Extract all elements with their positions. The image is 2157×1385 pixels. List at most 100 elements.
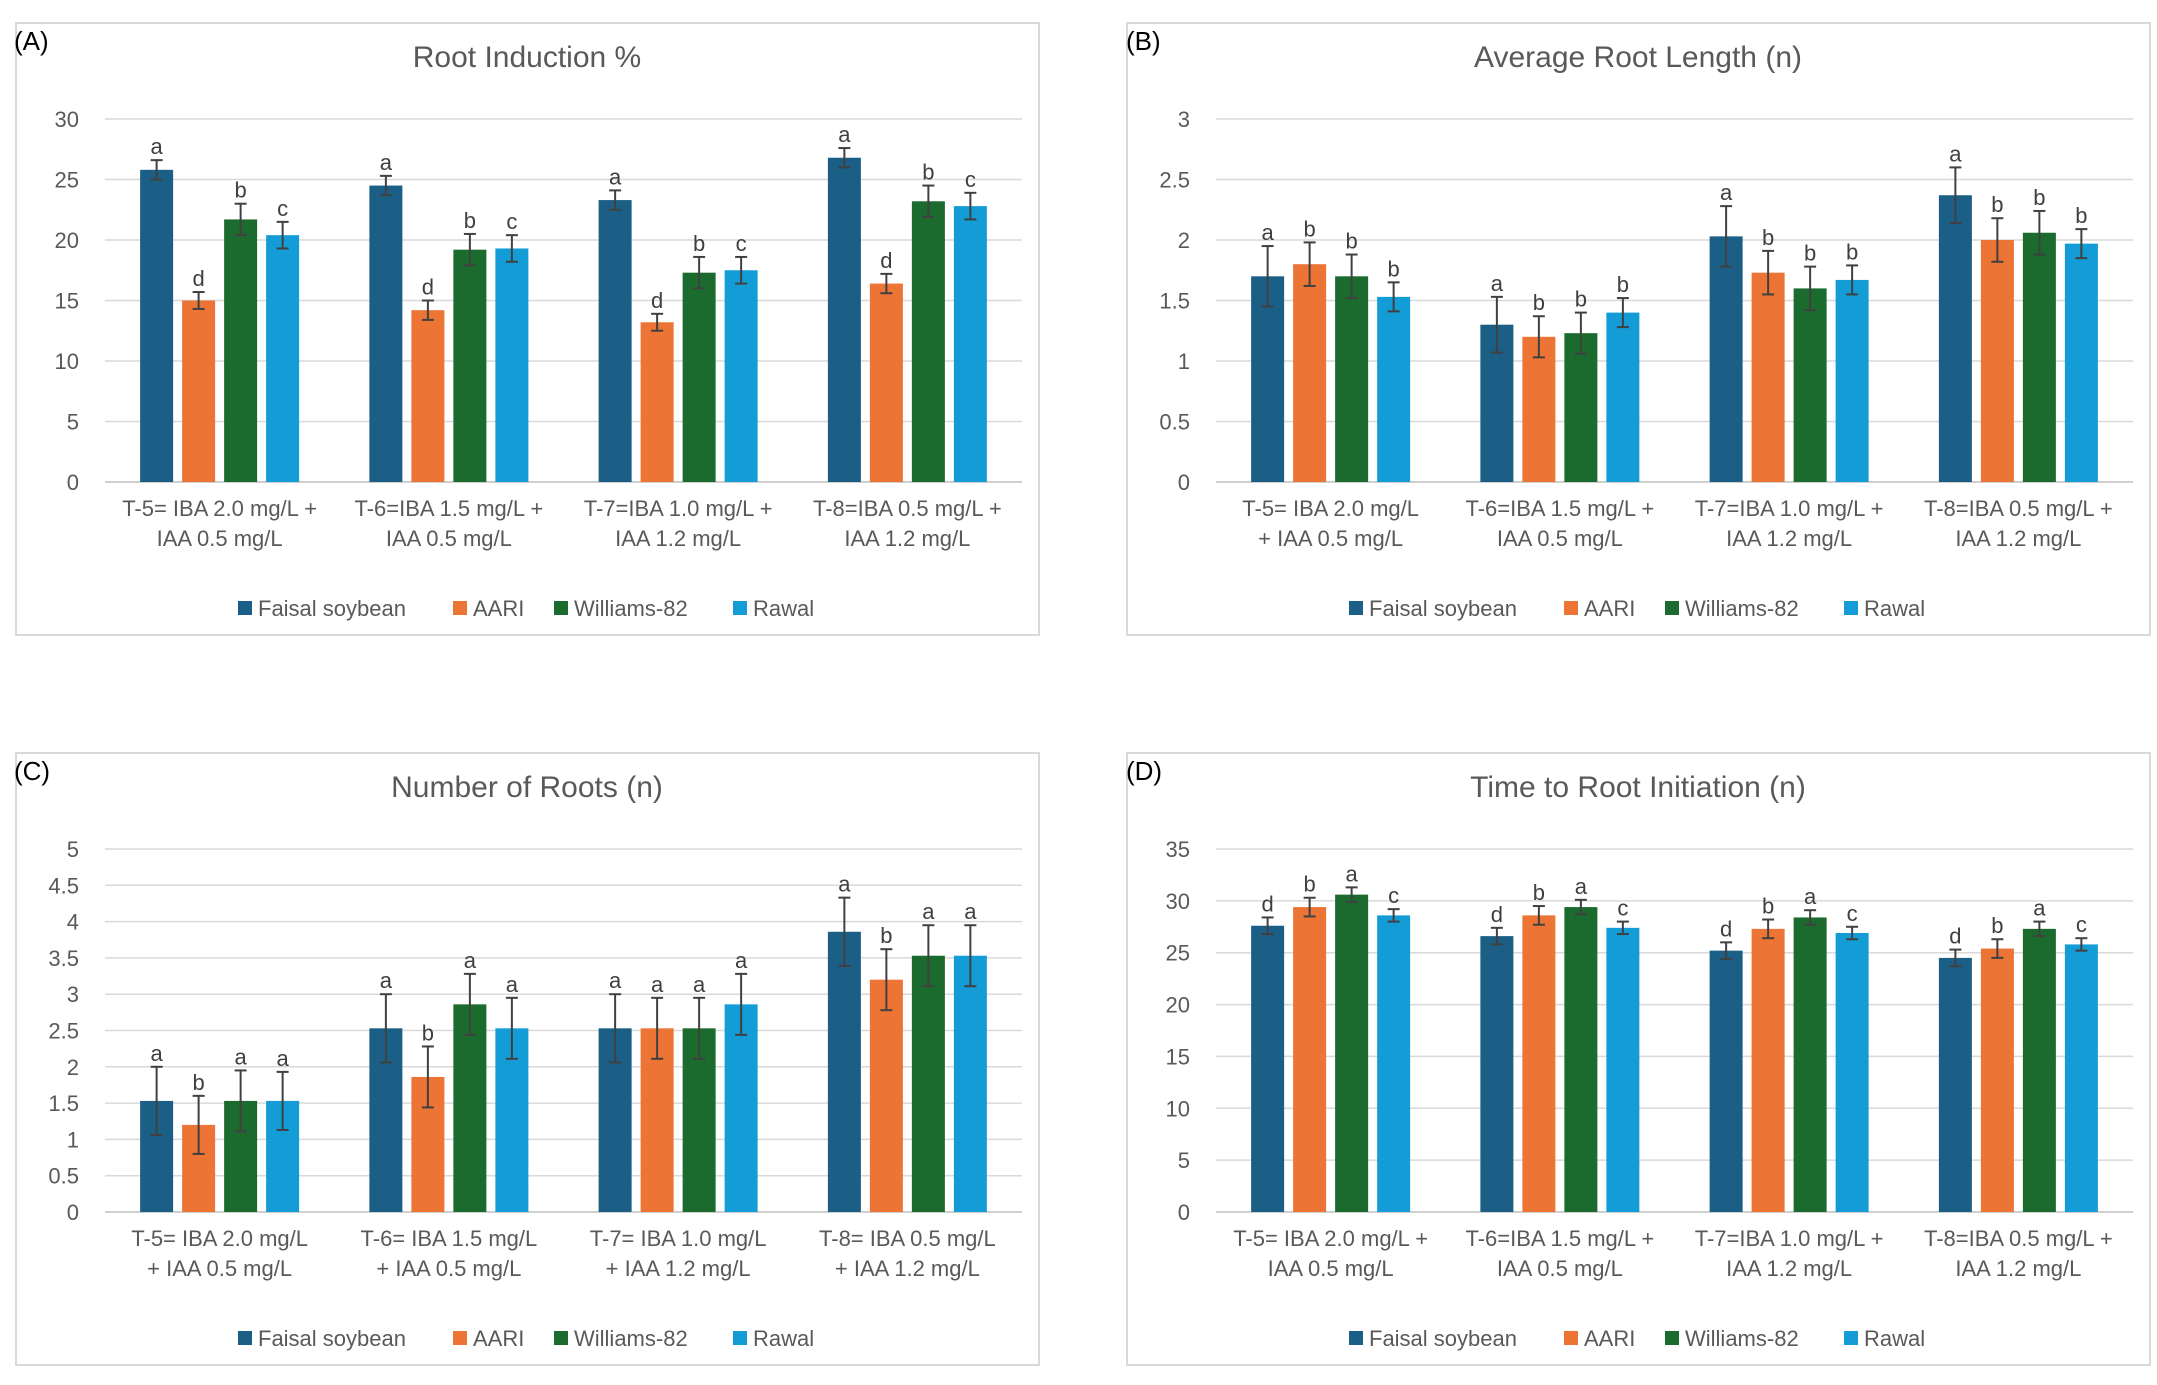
bar <box>1793 288 1827 482</box>
legend-swatch <box>554 601 568 615</box>
y-tick-label: 2.5 <box>1159 168 1190 193</box>
y-tick-label: 15 <box>1166 1044 1190 1069</box>
bar <box>682 272 716 482</box>
y-tick-label: 0 <box>1178 470 1190 495</box>
chart-title: Average Root Length (n) <box>1474 41 1802 74</box>
x-tick-label: IAA 1.2 mg/L <box>1955 1256 2081 1281</box>
panel-label-b: (B) <box>1126 26 1161 56</box>
bar <box>369 185 403 483</box>
bar <box>911 201 945 482</box>
bar <box>1251 925 1285 1212</box>
bar <box>1980 948 2014 1212</box>
y-tick-label: 0.5 <box>1159 410 1190 435</box>
significance-letter: d <box>1491 902 1503 927</box>
y-tick-label: 3.5 <box>48 946 79 971</box>
x-tick-label: + IAA 0.5 mg/L <box>376 1256 521 1281</box>
legend-label: Faisal soybean <box>1369 596 1517 621</box>
x-tick-label: IAA 1.2 mg/L <box>615 526 741 551</box>
y-tick-label: 1 <box>1178 349 1190 374</box>
x-tick-label: IAA 0.5 mg/L <box>157 526 283 551</box>
significance-letter: a <box>922 899 935 924</box>
bar <box>911 955 945 1212</box>
legend-swatch <box>1665 601 1679 615</box>
bar <box>1335 894 1369 1212</box>
bar <box>1835 933 1869 1212</box>
legend-label: Williams-82 <box>574 1326 688 1351</box>
significance-letter: a <box>693 972 706 997</box>
significance-letter: a <box>1804 884 1817 909</box>
significance-letter: a <box>151 1041 164 1066</box>
panel-label-d: (D) <box>1126 756 1163 786</box>
x-tick-label: T-6=IBA 1.5 mg/L + <box>355 496 544 521</box>
chart-panel-d: Time to Root Initiation (n) 0 5 10 15 20 25 30 3… <box>1126 752 2151 1366</box>
y-tick-label: 0 <box>67 470 79 495</box>
y-tick-label: 0.5 <box>48 1164 79 1189</box>
bar <box>2064 944 2098 1212</box>
bar <box>1564 333 1598 482</box>
x-tick-label: + IAA 0.5 mg/L <box>1258 526 1403 551</box>
significance-letter: c <box>277 196 288 221</box>
bar <box>224 219 258 482</box>
x-tick-label: T-6=IBA 1.5 mg/L + <box>1466 496 1655 521</box>
significance-letter: d <box>422 275 434 300</box>
significance-letter: a <box>609 164 622 189</box>
significance-letter: d <box>651 288 663 313</box>
y-tick-label: 5 <box>67 837 79 862</box>
significance-letter: c <box>506 209 517 234</box>
significance-letter: d <box>1720 916 1732 941</box>
chart-a: Root Induction % 0 5 10 15 20 25 30 T-5= IBA 2.0… <box>55 41 1022 621</box>
bar <box>869 979 903 1212</box>
legend-swatch <box>238 1331 252 1345</box>
significance-letter: c <box>2076 912 2087 937</box>
legend-swatch <box>733 601 747 615</box>
legend-swatch <box>1844 1331 1858 1345</box>
bar <box>1522 915 1556 1212</box>
legend-label: AARI <box>473 596 524 621</box>
legend-label: AARI <box>1584 596 1635 621</box>
significance-letter: c <box>736 231 747 256</box>
significance-letter: b <box>422 1020 434 1045</box>
bar <box>453 1004 487 1212</box>
significance-letter: b <box>1762 894 1774 919</box>
y-tick-label: 25 <box>55 168 79 193</box>
significance-letter: d <box>880 248 892 273</box>
bar <box>1564 907 1598 1212</box>
significance-letter: b <box>1533 290 1545 315</box>
bar <box>2064 243 2098 482</box>
legend-swatch <box>1564 601 1578 615</box>
x-tick-label: + IAA 0.5 mg/L <box>147 1256 292 1281</box>
bar <box>2022 928 2056 1212</box>
significance-letter: d <box>1949 924 1961 949</box>
chart-d: Time to Root Initiation (n) 0 5 10 15 20 25 30 3… <box>1166 771 2133 1351</box>
chart-panel-b: Average Root Length (n) 0 0.5 1 1.5 2 2.5 3 T-5=… <box>1126 22 2151 636</box>
significance-letter: b <box>1533 880 1545 905</box>
significance-letter: b <box>880 923 892 948</box>
significance-letter: a <box>2033 896 2046 921</box>
bar <box>1709 236 1743 482</box>
significance-letter: b <box>2033 185 2045 210</box>
x-tick-label: + IAA 1.2 mg/L <box>606 1256 751 1281</box>
significance-letter: b <box>1762 225 1774 250</box>
chart-title: Number of Roots (n) <box>391 771 663 804</box>
y-tick-label: 0 <box>67 1200 79 1225</box>
bar <box>724 1004 758 1212</box>
y-tick-label: 3 <box>1178 107 1190 132</box>
significance-letter: b <box>1304 216 1316 241</box>
significance-letter: b <box>1617 272 1629 297</box>
significance-letter: b <box>1304 872 1316 897</box>
significance-letter: a <box>277 1046 290 1071</box>
chart-title: Time to Root Initiation (n) <box>1470 771 1806 804</box>
significance-letter: b <box>693 231 705 256</box>
bar <box>953 206 987 482</box>
bar <box>953 955 987 1212</box>
legend-label: Rawal <box>753 596 814 621</box>
y-tick-label: 4.5 <box>48 873 79 898</box>
x-tick-label: T-6=IBA 1.5 mg/L + <box>1466 1226 1655 1251</box>
legend-swatch <box>453 1331 467 1345</box>
x-tick-label: IAA 1.2 mg/L <box>1955 526 2081 551</box>
bar <box>1335 276 1369 482</box>
significance-letter: a <box>735 948 748 973</box>
x-tick-label: IAA 0.5 mg/L <box>386 526 512 551</box>
bar <box>1377 915 1411 1212</box>
bar <box>1709 950 1743 1212</box>
